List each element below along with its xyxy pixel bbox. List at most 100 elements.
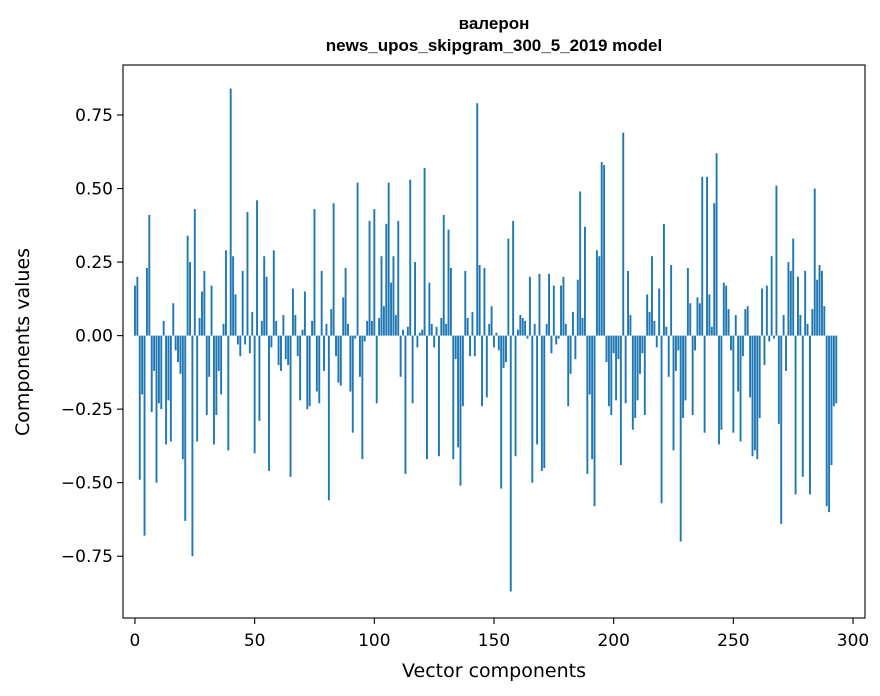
bar [315, 335, 318, 392]
bar [569, 335, 572, 374]
bar [196, 335, 199, 442]
bar [634, 335, 637, 418]
bar [469, 335, 472, 357]
bar [162, 320, 165, 336]
bar [816, 279, 819, 336]
bar [260, 320, 263, 336]
bar [406, 326, 409, 336]
bar [631, 335, 634, 430]
x-tick-label: 250 [717, 631, 749, 651]
bar [689, 303, 692, 336]
bar [737, 335, 740, 392]
bar [761, 288, 764, 336]
chart-title-line-2: news_upos_skipgram_300_5_2019 model [326, 36, 662, 55]
bar [423, 167, 426, 336]
bar [382, 306, 385, 336]
bar [289, 335, 292, 477]
bar [153, 335, 156, 371]
bar [488, 323, 491, 336]
bar [287, 335, 290, 366]
bar [751, 335, 754, 457]
bar [201, 291, 203, 336]
bar [181, 335, 184, 460]
bar [708, 294, 711, 336]
bar [435, 326, 438, 336]
bar [390, 282, 393, 336]
chart-title-line-1: валерон [459, 14, 530, 33]
bar [359, 335, 361, 377]
bar [335, 335, 337, 357]
bar [533, 323, 536, 336]
bar [213, 335, 215, 445]
x-tick-label: 200 [597, 631, 629, 651]
bar [672, 335, 675, 451]
bar [210, 285, 213, 336]
bar [629, 315, 632, 336]
bar [610, 335, 613, 416]
bar [282, 315, 285, 336]
bar [646, 294, 649, 336]
y-tick-label: 0.25 [75, 253, 113, 273]
bar [145, 267, 148, 336]
bar [615, 335, 618, 401]
bar [414, 262, 416, 336]
bar [308, 335, 311, 407]
bar [258, 335, 261, 421]
bar [203, 270, 206, 336]
bar [607, 335, 610, 407]
bar [277, 335, 280, 366]
bar [763, 335, 766, 366]
bar [641, 335, 644, 354]
bar [461, 335, 464, 407]
bar [694, 335, 697, 351]
bar [366, 320, 369, 336]
bar [251, 312, 254, 336]
bar [548, 273, 550, 336]
bar [433, 335, 436, 348]
bar [380, 256, 383, 336]
bar [454, 335, 457, 360]
bar [342, 297, 345, 336]
bar [325, 323, 328, 336]
bar [421, 329, 424, 336]
bar [756, 335, 759, 460]
bar [749, 335, 752, 398]
bar [521, 317, 524, 336]
bar [787, 262, 790, 336]
bar [337, 335, 340, 383]
bar [134, 285, 136, 336]
bar [572, 312, 574, 336]
bar [502, 335, 505, 368]
bar [658, 288, 661, 336]
bar [497, 335, 500, 351]
bar [718, 335, 720, 445]
bar [730, 335, 732, 351]
bar [232, 256, 235, 336]
bar [356, 182, 359, 336]
bar [138, 335, 141, 480]
bar [586, 335, 589, 474]
bar [323, 335, 326, 371]
bar [715, 153, 718, 336]
y-axis-ticks: −0.75 −0.50 −0.25 0.00 0.25 0.50 0.75 [61, 106, 123, 567]
bar [150, 335, 153, 413]
bar [775, 185, 778, 336]
bar [734, 315, 737, 336]
bar [370, 320, 373, 336]
bar [785, 335, 787, 371]
bar [665, 326, 668, 336]
bar [440, 317, 443, 336]
bar [143, 335, 146, 536]
bar [639, 335, 641, 374]
bar [222, 323, 225, 336]
bar [148, 215, 151, 336]
bar [473, 335, 476, 357]
y-tick-label: −0.75 [61, 547, 113, 567]
bar [399, 335, 402, 377]
bar [758, 335, 761, 418]
bar [505, 335, 507, 363]
bar [229, 88, 232, 336]
bar [136, 276, 139, 336]
bar [619, 335, 622, 466]
